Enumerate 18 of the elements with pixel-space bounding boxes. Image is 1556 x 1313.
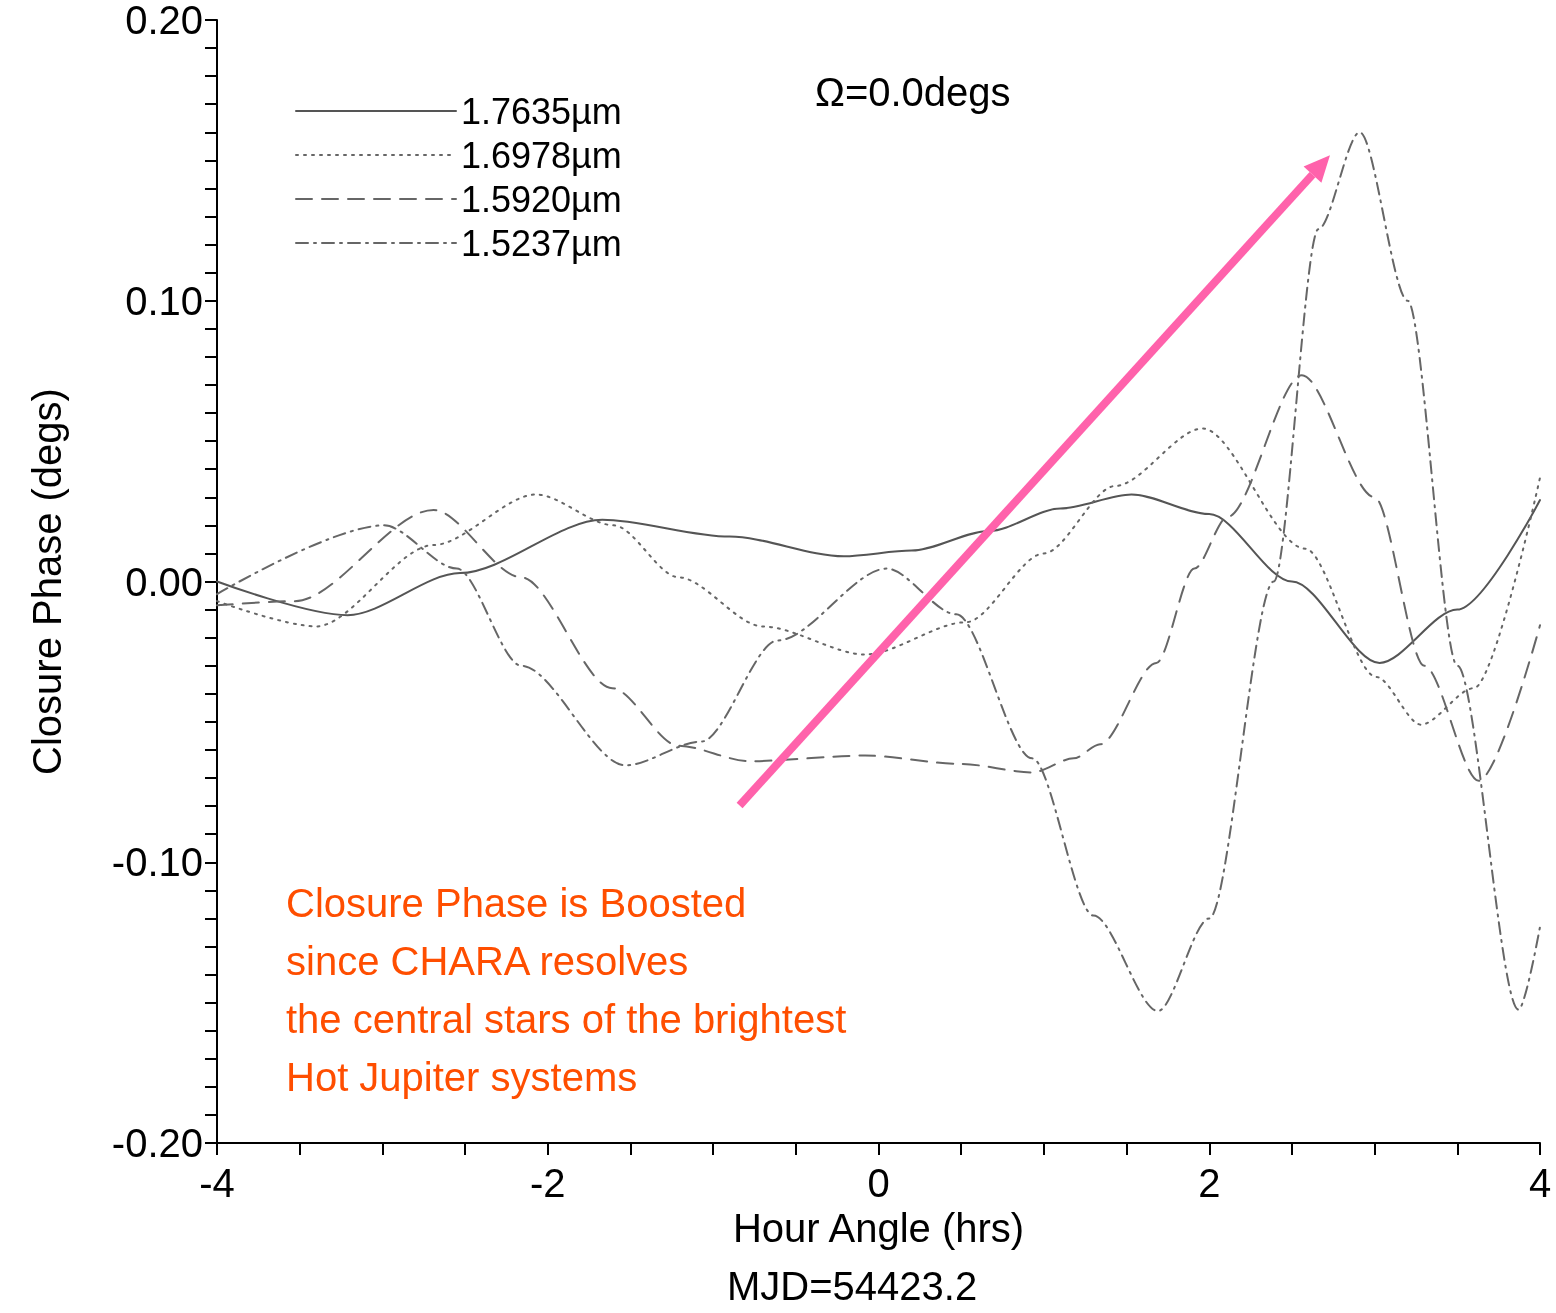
x-axis-title: Hour Angle (hrs) <box>732 1205 1025 1250</box>
y-tick-label: 0.10 <box>125 278 203 323</box>
legend-label: 1.7635µm <box>461 90 622 132</box>
y-tick-label: 0.00 <box>125 559 203 604</box>
x-tick-label: 2 <box>1198 1161 1221 1205</box>
y-tick-label: 0.20 <box>125 0 203 42</box>
x-tick-label: -2 <box>529 1161 566 1205</box>
line-series <box>216 493 1541 664</box>
x-tick-label: 4 <box>1528 1161 1552 1205</box>
y-axis-title: Closure Phase (degs) <box>25 388 69 775</box>
annotation: Ω=0.0degs <box>815 70 1011 114</box>
legend-label: 1.6978µm <box>461 134 622 176</box>
legend-label: 1.5237µm <box>461 222 622 264</box>
x-tick-label: 0 <box>867 1161 890 1205</box>
legend-label: 1.5920µm <box>461 178 622 220</box>
text: MJD=54423.2 <box>727 1264 978 1308</box>
annotation: Closure Phase is Boosted since CHARA resolves the central stars of the brightest Hot Jupiter systems <box>286 881 847 1099</box>
y-tick-label: -0.10 <box>111 840 203 885</box>
